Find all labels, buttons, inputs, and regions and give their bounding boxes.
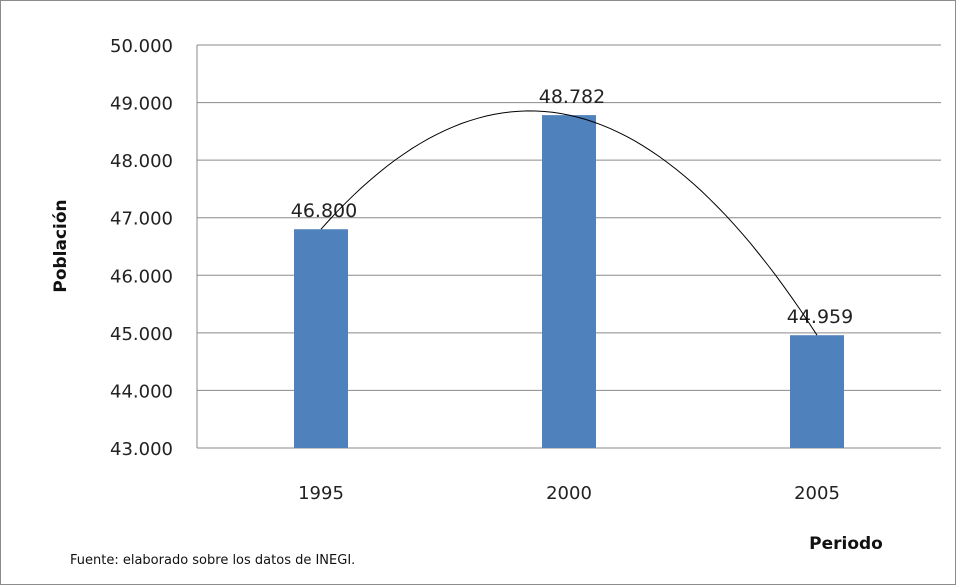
source-footnote: Fuente: elaborado sobre los datos de INE…	[70, 553, 356, 568]
y-axis-ticks: 43.000 44.000 45.000 46.000 47.000 48.000 49.0…	[110, 36, 173, 460]
bars	[294, 115, 844, 448]
x-axis-ticks: 1995 2000 2005	[298, 483, 840, 504]
y-tick-label: 50.000	[110, 36, 173, 57]
trendline	[320, 110, 818, 336]
y-tick-label: 44.000	[110, 381, 173, 402]
bar-2000	[542, 115, 596, 448]
data-labels: 46.800 48.782 44.959	[291, 86, 853, 328]
bar-2005	[790, 335, 844, 448]
y-tick-label: 47.000	[110, 209, 173, 230]
y-tick-label: 43.000	[110, 439, 173, 460]
x-tick-label: 1995	[298, 483, 344, 504]
data-label: 44.959	[787, 306, 853, 328]
bar-1995	[294, 229, 348, 448]
y-tick-label: 49.000	[110, 94, 173, 115]
data-label: 46.800	[291, 200, 357, 222]
y-tick-label: 48.000	[110, 151, 173, 172]
x-tick-label: 2000	[546, 483, 592, 504]
data-label: 48.782	[539, 86, 605, 108]
x-tick-label: 2005	[794, 483, 840, 504]
y-tick-label: 46.000	[110, 266, 173, 287]
y-tick-label: 45.000	[110, 324, 173, 345]
y-axis-title: Población	[51, 199, 71, 292]
x-axis-title: Periodo	[809, 534, 883, 554]
